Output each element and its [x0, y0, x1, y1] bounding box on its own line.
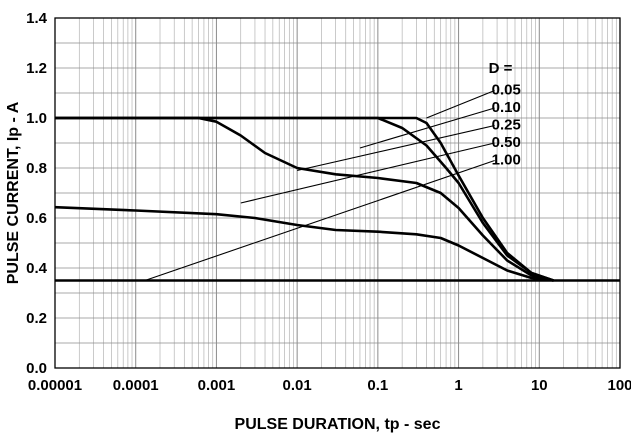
- x-tick-label: 0.01: [283, 377, 312, 394]
- y-tick-labels: 0.0 0.2 0.4 0.6 0.8 1.0 1.2 1.4: [26, 10, 48, 377]
- series-label-1-00: 1.00: [492, 152, 521, 169]
- series-labels: D = 0.050.100.250.501.00: [489, 60, 521, 169]
- y-tick-label: 0.2: [26, 310, 47, 327]
- y-tick-label: 0.0: [26, 360, 47, 377]
- series-line-0-50: [54, 205, 554, 282]
- x-tick-labels: 0.00001 0.0001 0.001 0.01 0.1 1 10 100: [28, 377, 631, 394]
- series-line-0-25: [55, 116, 554, 282]
- y-tick-label: 1.0: [26, 110, 47, 127]
- x-tick-label: 10: [531, 377, 548, 394]
- leader-line-0-10: [359, 107, 495, 149]
- series-label-0-10: 0.10: [492, 99, 521, 116]
- x-axis-title: PULSE DURATION, tp - sec: [235, 416, 441, 433]
- x-tick-label: 1: [454, 377, 462, 394]
- x-tick-label: 0.00001: [28, 377, 82, 394]
- leader-lines: [144, 89, 495, 282]
- leader-line-1-00: [144, 159, 495, 282]
- leader-line-0-25: [297, 124, 495, 172]
- x-tick-label: 0.1: [367, 377, 388, 394]
- y-axis-title: PULSE CURRENT, Ip - A: [5, 101, 22, 284]
- y-tick-label: 1.2: [26, 60, 47, 77]
- legend-title: D =: [489, 60, 513, 77]
- plot-frame: [54, 17, 621, 369]
- leader-line-0-50: [240, 142, 495, 204]
- series-label-0-05: 0.05: [492, 82, 521, 99]
- y-tick-label: 0.8: [26, 160, 47, 177]
- grid: [54, 17, 620, 369]
- x-tick-label: 0.001: [198, 377, 236, 394]
- y-tick-label: 1.4: [26, 10, 48, 27]
- x-tick-label: 100: [607, 377, 631, 394]
- series-label-0-25: 0.25: [492, 117, 521, 134]
- y-tick-label: 0.6: [26, 210, 47, 227]
- y-tick-label: 0.4: [26, 260, 48, 277]
- series-label-0-50: 0.50: [492, 134, 521, 151]
- x-tick-label: 0.0001: [113, 377, 159, 394]
- leader-line-0-05: [426, 89, 495, 119]
